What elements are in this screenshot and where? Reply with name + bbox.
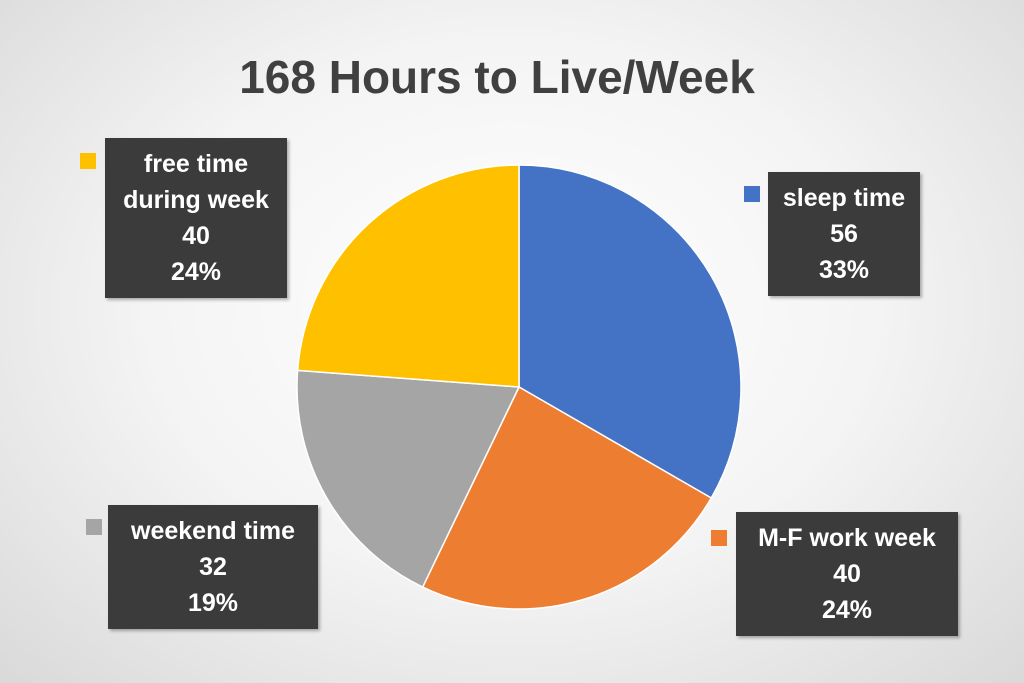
chart-title: 168 Hours to Live/Week xyxy=(239,51,755,103)
legend-marker xyxy=(711,530,727,546)
legend-marker xyxy=(80,153,96,169)
legend-marker xyxy=(86,519,102,535)
category-label: M-F work week xyxy=(758,524,936,552)
pie-slice xyxy=(296,164,520,388)
data-label: sleep time 56 33% xyxy=(768,172,920,296)
percent-label: 24% xyxy=(170,258,222,286)
value-label: 40 xyxy=(833,560,861,588)
legend-marker xyxy=(744,186,760,202)
percent-label: 24% xyxy=(821,596,873,624)
data-label: free time during week 40 24% xyxy=(105,138,287,298)
value-label: 32 xyxy=(199,553,227,581)
pie-slice xyxy=(296,369,521,589)
data-label: M-F work week 40 24% xyxy=(736,512,958,636)
category-label: weekend time xyxy=(131,517,295,545)
pie-slice xyxy=(421,385,713,610)
data-label: weekend time 32 19% xyxy=(108,505,318,629)
category-label: free time during week xyxy=(123,150,269,214)
value-label: 40 xyxy=(182,222,210,250)
pie-slice xyxy=(518,164,742,500)
category-label: sleep time xyxy=(782,184,906,212)
value-label: 56 xyxy=(830,220,858,248)
percent-label: 19% xyxy=(187,589,239,617)
percent-label: 33% xyxy=(818,256,870,284)
